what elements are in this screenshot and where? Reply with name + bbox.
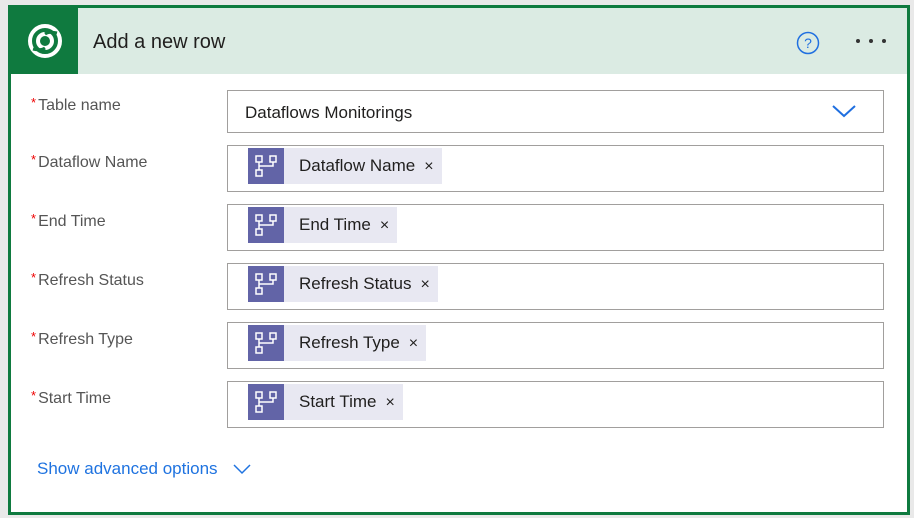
field-input[interactable]: Refresh Type × xyxy=(227,322,884,369)
token-label: Refresh Status xyxy=(299,274,412,293)
dataflow-icon xyxy=(248,148,284,184)
svg-text:?: ? xyxy=(804,35,812,51)
token-label: Dataflow Name xyxy=(299,156,416,175)
table-name-dropdown[interactable]: Dataflows Monitorings xyxy=(227,90,884,133)
token-label: End Time xyxy=(299,215,371,234)
dataflow-icon xyxy=(248,384,284,420)
field-input[interactable]: Refresh Status × xyxy=(227,263,884,310)
dataverse-logo-icon xyxy=(11,8,78,74)
field-label: * Dataflow Name xyxy=(31,152,148,171)
dynamic-content-token[interactable]: Refresh Type × xyxy=(248,325,427,361)
field-input[interactable]: Start Time × xyxy=(227,381,884,428)
token-label: Start Time xyxy=(299,392,377,411)
dynamic-content-token[interactable]: Refresh Status × xyxy=(248,266,438,302)
remove-token-icon[interactable]: × xyxy=(408,335,419,352)
chevron-down-icon xyxy=(832,105,856,118)
dataflow-icon xyxy=(248,325,284,361)
remove-token-icon[interactable]: × xyxy=(424,158,434,175)
field-input[interactable]: End Time × xyxy=(227,204,884,251)
advanced-label: Show advanced options xyxy=(37,459,218,478)
card-header[interactable]: Add a new row ? xyxy=(11,8,907,74)
dataflow-icon xyxy=(248,266,284,302)
field-label: * Start Time xyxy=(31,388,111,407)
dataflow-icon xyxy=(248,207,284,243)
ellipsis-icon[interactable] xyxy=(856,39,886,43)
field-input[interactable]: Dataflow Name × xyxy=(227,145,884,192)
dynamic-content-token[interactable]: Dataflow Name × xyxy=(248,148,442,184)
remove-token-icon[interactable]: × xyxy=(420,276,430,293)
table-name-label: * Table name xyxy=(31,95,121,114)
field-label: * Refresh Status xyxy=(31,270,144,289)
chevron-down-icon xyxy=(233,464,251,475)
remove-token-icon[interactable]: × xyxy=(385,394,395,411)
dynamic-content-token[interactable]: Start Time × xyxy=(248,384,403,420)
token-label: Refresh Type xyxy=(299,333,400,352)
field-label: * End Time xyxy=(31,211,106,230)
field-label: * Refresh Type xyxy=(31,329,133,348)
card-title: Add a new row xyxy=(93,31,226,53)
table-name-value: Dataflows Monitorings xyxy=(245,103,413,122)
show-advanced-options-link[interactable]: Show advanced options xyxy=(37,459,252,479)
question-circle-icon[interactable]: ? xyxy=(796,31,820,60)
remove-token-icon[interactable]: × xyxy=(379,217,390,234)
dynamic-content-token[interactable]: End Time × xyxy=(248,207,398,243)
action-card: Add a new row ? * Table name Dataflows Mo… xyxy=(8,5,910,515)
